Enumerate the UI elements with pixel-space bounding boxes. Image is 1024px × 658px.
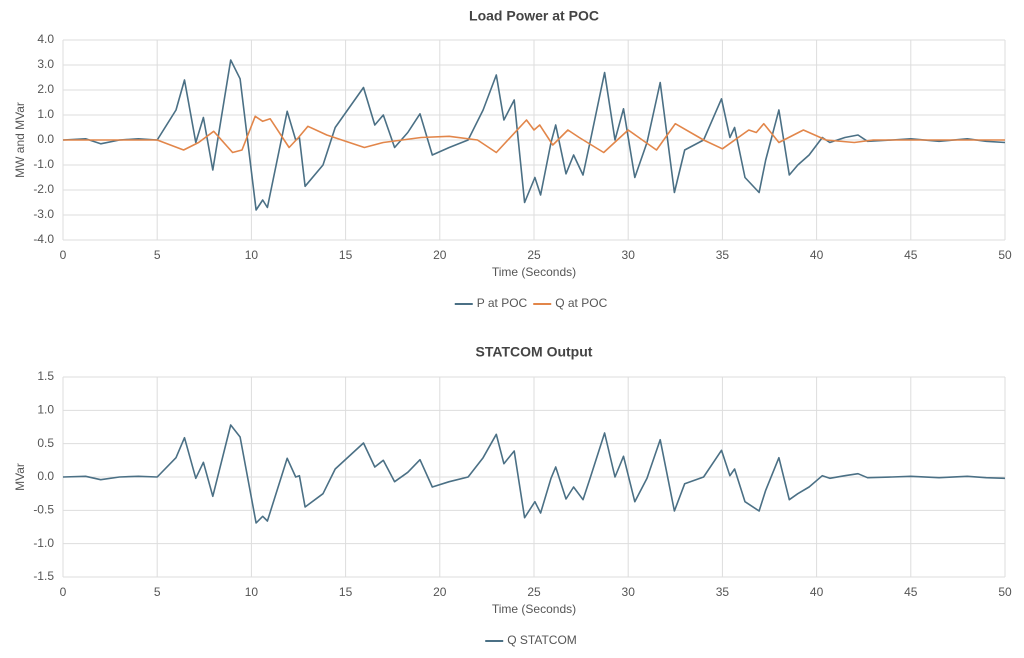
x-tick-label: 40 [810,585,824,599]
x-tick-label: 15 [339,585,353,599]
x-tick-label: 40 [810,248,824,262]
y-axis-title: MVar [13,463,27,491]
chart-title: Load Power at POC [469,8,599,24]
x-axis-title: Time (Seconds) [492,602,576,616]
y-tick-label: 0.0 [37,469,54,483]
x-tick-label: 10 [245,248,259,262]
y-tick-label: 1.5 [37,369,54,383]
legend-label: Q at POC [555,296,607,310]
y-tick-label: 2.0 [37,82,54,96]
y-tick-label: -0.5 [33,503,54,517]
x-tick-label: 15 [339,248,353,262]
x-tick-label: 10 [245,585,259,599]
x-axis-title: Time (Seconds) [492,265,576,279]
x-tick-label: 30 [622,585,636,599]
x-tick-label: 25 [527,248,541,262]
y-tick-label: 1.0 [37,403,54,417]
y-tick-label: 0.0 [37,132,54,146]
x-tick-label: 20 [433,248,447,262]
data-line [63,115,1005,154]
x-tick-label: 5 [154,248,161,262]
x-tick-label: 50 [998,248,1012,262]
x-tick-label: 5 [154,585,161,599]
x-tick-label: 30 [622,248,636,262]
y-tick-label: 3.0 [37,57,54,71]
x-tick-label: 45 [904,585,918,599]
chart-title: STATCOM Output [476,344,593,360]
y-tick-label: 4.0 [37,32,54,46]
x-tick-label: 0 [60,248,67,262]
y-tick-label: -3.0 [33,207,54,221]
y-tick-label: -2.0 [33,182,54,196]
y-tick-label: -1.5 [33,569,54,583]
data-line [62,59,1006,211]
y-tick-label: -4.0 [33,232,54,246]
y-tick-label: 0.5 [37,436,54,450]
legend-label: P at POC [477,296,528,310]
y-tick-label: -1.0 [33,157,54,171]
x-tick-label: 20 [433,585,447,599]
x-tick-label: 50 [998,585,1012,599]
x-tick-label: 0 [60,585,67,599]
x-tick-label: 35 [716,248,730,262]
x-tick-label: 35 [716,585,730,599]
x-tick-label: 25 [527,585,541,599]
y-tick-label: -1.0 [33,536,54,550]
y-tick-label: 1.0 [37,107,54,121]
x-tick-label: 45 [904,248,918,262]
legend-label: Q STATCOM [507,633,577,647]
data-line [62,424,1006,524]
y-axis-title: MW and MVar [13,102,27,178]
